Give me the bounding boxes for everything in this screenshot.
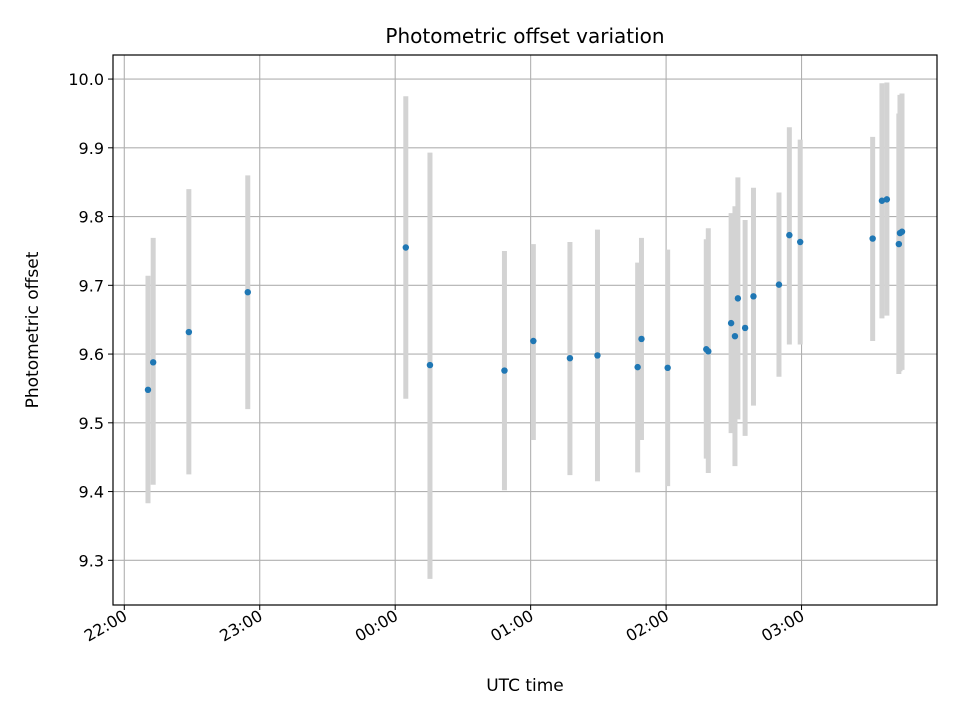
x-tick-label: 01:00 — [487, 606, 536, 646]
data-point — [149, 359, 157, 366]
y-tick-label: 9.5 — [79, 414, 104, 433]
x-axis-label: UTC time — [486, 676, 564, 696]
x-tick-label: 22:00 — [81, 606, 130, 646]
data-point — [426, 361, 434, 369]
x-tick-label: 23:00 — [216, 606, 265, 646]
plot-frame — [112, 54, 938, 606]
y-tick-label: 9.3 — [79, 551, 104, 570]
data-point — [895, 240, 903, 248]
y-tick-label: 9.8 — [79, 208, 104, 227]
data-point — [750, 293, 757, 300]
data-point — [638, 335, 645, 343]
y-axis-label: Photometric offset — [23, 251, 43, 408]
data-point — [566, 354, 574, 362]
data-point — [883, 196, 891, 203]
y-tick-label: 9.4 — [79, 483, 104, 502]
x-tick-label: 00:00 — [352, 606, 401, 646]
tick-layer: 9.3 9.4 9.5 9.6 9.7 9.8 9.9 10.0 22:00 23:00 00:00… — [68, 70, 807, 645]
y-tick-label: 9.7 — [79, 276, 104, 295]
data-point — [664, 364, 671, 372]
data-point — [634, 363, 641, 371]
data-point — [898, 228, 906, 235]
point-layer — [144, 196, 906, 394]
errorbar-layer — [145, 82, 905, 579]
y-tick-label: 9.6 — [79, 345, 104, 364]
data-point — [530, 337, 537, 345]
data-point — [144, 386, 152, 394]
y-tick-label: 9.9 — [79, 139, 104, 158]
data-point — [244, 288, 251, 296]
data-point — [734, 295, 742, 302]
x-tick-label: 02:00 — [623, 606, 672, 646]
data-point — [185, 328, 193, 336]
data-point — [775, 281, 783, 288]
data-point — [741, 324, 749, 332]
data-point — [731, 332, 739, 340]
data-point — [594, 352, 601, 359]
chart-title: Photometric offset variation — [385, 24, 664, 48]
y-tick-label: 10.0 — [68, 70, 104, 89]
grid-layer — [113, 55, 937, 605]
data-point — [402, 244, 410, 251]
data-point — [786, 231, 793, 239]
data-point — [501, 367, 508, 374]
data-point — [727, 319, 735, 327]
x-tick-label: 03:00 — [758, 606, 807, 646]
data-point — [705, 348, 712, 355]
data-point — [878, 197, 886, 204]
data-point — [796, 238, 804, 246]
data-point — [869, 235, 876, 242]
